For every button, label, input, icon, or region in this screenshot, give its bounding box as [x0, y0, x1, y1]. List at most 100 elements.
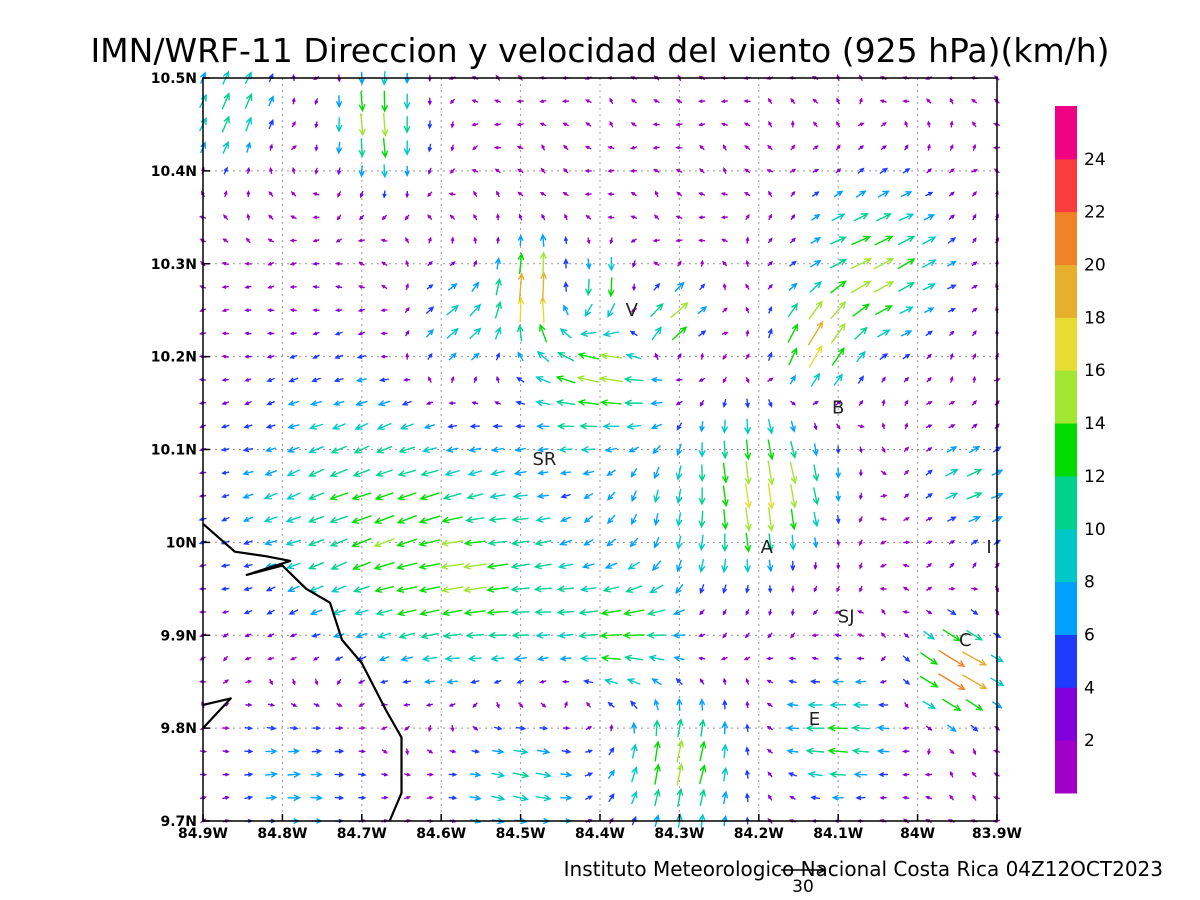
wind-arrow [357, 331, 365, 336]
wind-arrow [850, 258, 872, 270]
wind-arrow [291, 166, 296, 174]
wind-arrow [535, 399, 551, 407]
wind-arrow [356, 354, 366, 359]
wind-arrow [350, 515, 372, 524]
wind-arrow [373, 515, 395, 524]
wind-arrow [336, 141, 342, 155]
wind-arrow [698, 215, 706, 220]
wind-arrow [289, 285, 297, 289]
wind-arrow [961, 674, 988, 690]
wind-arrow [420, 469, 439, 477]
wind-arrow [902, 586, 910, 591]
wind-arrow [242, 447, 254, 453]
wind-arrow [607, 701, 615, 708]
wind-arrow [561, 679, 570, 684]
wind-arrow [493, 99, 501, 103]
wind-arrow [745, 329, 750, 337]
wind-arrow [491, 794, 506, 802]
wind-arrow [745, 483, 752, 510]
wind-arrow [947, 516, 957, 522]
colorbar-swatch [1055, 158, 1077, 213]
wind-arrow [490, 655, 505, 662]
wind-arrow [381, 112, 389, 138]
wind-arrow [244, 656, 252, 661]
wind-arrow [221, 401, 230, 405]
wind-arrow [312, 656, 320, 661]
wind-arrow [354, 609, 369, 616]
wind-arrow [330, 585, 347, 593]
wind-arrow [334, 308, 343, 312]
wind-arrow [873, 257, 895, 270]
wind-arrow [585, 749, 594, 754]
wind-arrow [246, 213, 251, 221]
wind-arrow [768, 306, 773, 314]
wind-arrow [950, 352, 954, 360]
wind-arrow [830, 259, 848, 269]
colorbar-label: 10 [1084, 520, 1106, 540]
wind-arrow [831, 213, 846, 222]
wind-arrow [675, 122, 683, 127]
wind-arrow [405, 352, 409, 360]
wind-arrow [767, 533, 774, 553]
wind-arrow [404, 214, 410, 221]
wind-arrow [403, 93, 411, 110]
wind-arrow [790, 440, 797, 459]
wind-arrow [357, 679, 365, 684]
wind-arrow [269, 678, 273, 686]
wind-arrow [420, 632, 439, 640]
colorbar-label: 22 [1084, 203, 1106, 223]
wind-arrow [879, 563, 887, 568]
wind-arrow [515, 423, 526, 429]
wind-arrow [876, 748, 890, 755]
wind-arrow [606, 514, 616, 525]
wind-arrow [650, 377, 662, 383]
wind-arrow [518, 213, 523, 221]
wind-arrow [836, 539, 840, 547]
wind-arrow [517, 168, 524, 173]
wind-arrow [586, 237, 591, 245]
y-tick-label: 9.9N [160, 628, 197, 644]
colorbar-swatch [1055, 317, 1077, 371]
wind-arrow [744, 461, 752, 486]
wind-arrow [375, 469, 393, 477]
wind-arrow [358, 749, 366, 754]
wind-arrow [379, 377, 389, 383]
wind-arrow [540, 233, 547, 247]
wind-arrow [352, 561, 371, 570]
wind-arrow [517, 252, 525, 275]
wind-arrow [289, 354, 298, 359]
wind-arrow [811, 213, 821, 221]
wind-arrow [851, 724, 870, 732]
wind-arrow [462, 586, 487, 593]
y-tick-label: 10.1N [151, 443, 197, 459]
wind-arrow [699, 609, 705, 616]
wind-arrow [563, 144, 569, 151]
wind-arrow [562, 726, 571, 730]
wind-arrow [948, 539, 955, 545]
wind-arrow [381, 137, 389, 159]
wind-arrow [244, 378, 252, 382]
wind-arrow [745, 376, 750, 384]
wind-arrow [221, 494, 230, 498]
wind-arrow [376, 446, 393, 454]
wind-arrow [352, 585, 370, 593]
wind-arrow [922, 259, 937, 268]
wind-arrow [789, 461, 798, 485]
wind-arrow [447, 283, 458, 291]
wind-arrow [446, 327, 459, 339]
wind-arrow [650, 400, 663, 407]
wind-arrow [510, 539, 530, 547]
wind-arrow [791, 120, 795, 128]
wind-arrow [404, 165, 410, 178]
wind-arrow [898, 282, 915, 292]
wind-arrow [468, 446, 482, 453]
wind-arrow [919, 675, 939, 688]
wind-arrow [516, 679, 525, 684]
wind-arrow [314, 98, 319, 106]
wind-arrow [675, 145, 683, 150]
wind-arrow [221, 586, 230, 591]
wind-arrow [396, 515, 417, 524]
wind-arrow [243, 540, 253, 545]
wind-arrow [790, 168, 797, 173]
wind-arrow [556, 422, 575, 430]
